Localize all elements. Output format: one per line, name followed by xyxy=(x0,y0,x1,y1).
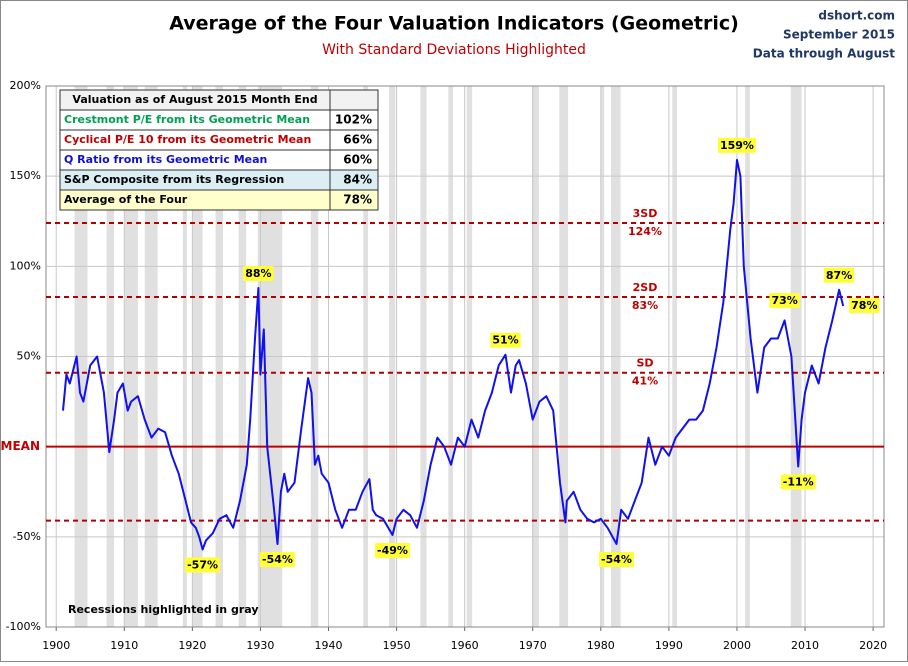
annotation: 51% xyxy=(492,334,518,347)
annotation-background xyxy=(185,557,221,573)
annotation: -54% xyxy=(601,553,632,566)
plot-border xyxy=(45,85,885,628)
annotation-background xyxy=(769,293,800,309)
x-tick-label: 1930 xyxy=(246,639,274,652)
footnote: Recessions highlighted in gray xyxy=(68,603,259,616)
annotation: -49% xyxy=(377,544,408,557)
chart-title: Average of the Four Valuation Indicators… xyxy=(169,13,739,35)
x-tick-label: 2010 xyxy=(791,639,819,652)
annotation: -54% xyxy=(262,553,293,566)
table-row-value: 60% xyxy=(343,153,372,167)
y-tick-label: 200% xyxy=(10,79,41,92)
y-tick-label: 100% xyxy=(10,259,41,272)
y-tick-label: -50% xyxy=(13,530,41,543)
annotation-background xyxy=(490,332,521,348)
source: dshort.com xyxy=(818,9,895,23)
table-row-label: Q Ratio from its Geometric Mean xyxy=(64,153,267,166)
annotation-background xyxy=(375,543,410,559)
chart-subtitle: With Standard Deviations Highlighted xyxy=(322,42,586,58)
annotation: -11% xyxy=(783,476,814,489)
table-row-value: 66% xyxy=(343,133,372,147)
table-row-label: Crestmont P/E from its Geometric Mean xyxy=(64,113,310,126)
table-header: Valuation as of August 2015 Month End xyxy=(72,93,317,106)
x-tick-label: 1960 xyxy=(451,639,479,652)
x-tick-label: 1980 xyxy=(587,639,615,652)
annotation-background xyxy=(599,552,634,568)
y-tick-label: 150% xyxy=(10,169,41,182)
table-row-label: Average of the Four xyxy=(64,193,188,206)
x-tick-label: 1970 xyxy=(519,639,547,652)
annotation-background xyxy=(717,137,756,153)
annotation-background xyxy=(260,552,295,568)
table-row-value: 102% xyxy=(335,113,372,127)
reference-label: MEAN xyxy=(1,439,40,453)
data-line xyxy=(62,158,845,551)
annotation: 87% xyxy=(826,269,852,282)
annotation-background xyxy=(780,474,816,490)
source: September 2015 xyxy=(783,28,895,42)
table-row-label: Cyclical P/E 10 from its Geometric Mean xyxy=(64,133,311,146)
reference-label: SD xyxy=(636,357,653,370)
annotation: 73% xyxy=(771,294,797,307)
y-tick-label: -100% xyxy=(6,620,41,633)
x-tick-label: 2020 xyxy=(859,639,887,652)
reference-value-label: 124% xyxy=(628,225,662,238)
reference-label: 2SD xyxy=(633,281,658,294)
reference-value-label: 41% xyxy=(632,375,658,388)
x-tick-label: 1900 xyxy=(42,639,70,652)
x-tick-label: 1920 xyxy=(178,639,206,652)
table-row-value: 84% xyxy=(343,173,372,187)
x-tick-label: 1940 xyxy=(315,639,343,652)
reference-value-label: 83% xyxy=(632,299,658,312)
source: Data through August xyxy=(753,47,895,61)
annotation-background xyxy=(243,265,274,281)
table-header-cell xyxy=(329,89,379,111)
x-tick-label: 1910 xyxy=(110,639,138,652)
annotation: 159% xyxy=(720,139,754,152)
annotation-background xyxy=(849,298,880,314)
y-tick-label: 50% xyxy=(17,350,41,363)
x-tick-label: 1950 xyxy=(383,639,411,652)
reference-label: 3SD xyxy=(633,207,658,220)
annotation: -57% xyxy=(187,558,218,571)
table-row-value: 78% xyxy=(343,193,372,207)
annotation: 78% xyxy=(851,299,877,312)
x-tick-label: 1990 xyxy=(655,639,683,652)
annotation: 88% xyxy=(245,267,271,280)
x-tick-label: 2000 xyxy=(723,639,751,652)
table-cell xyxy=(329,189,379,211)
annotation-background xyxy=(823,267,855,283)
table-row-label: S&P Composite from its Regression xyxy=(64,173,284,186)
